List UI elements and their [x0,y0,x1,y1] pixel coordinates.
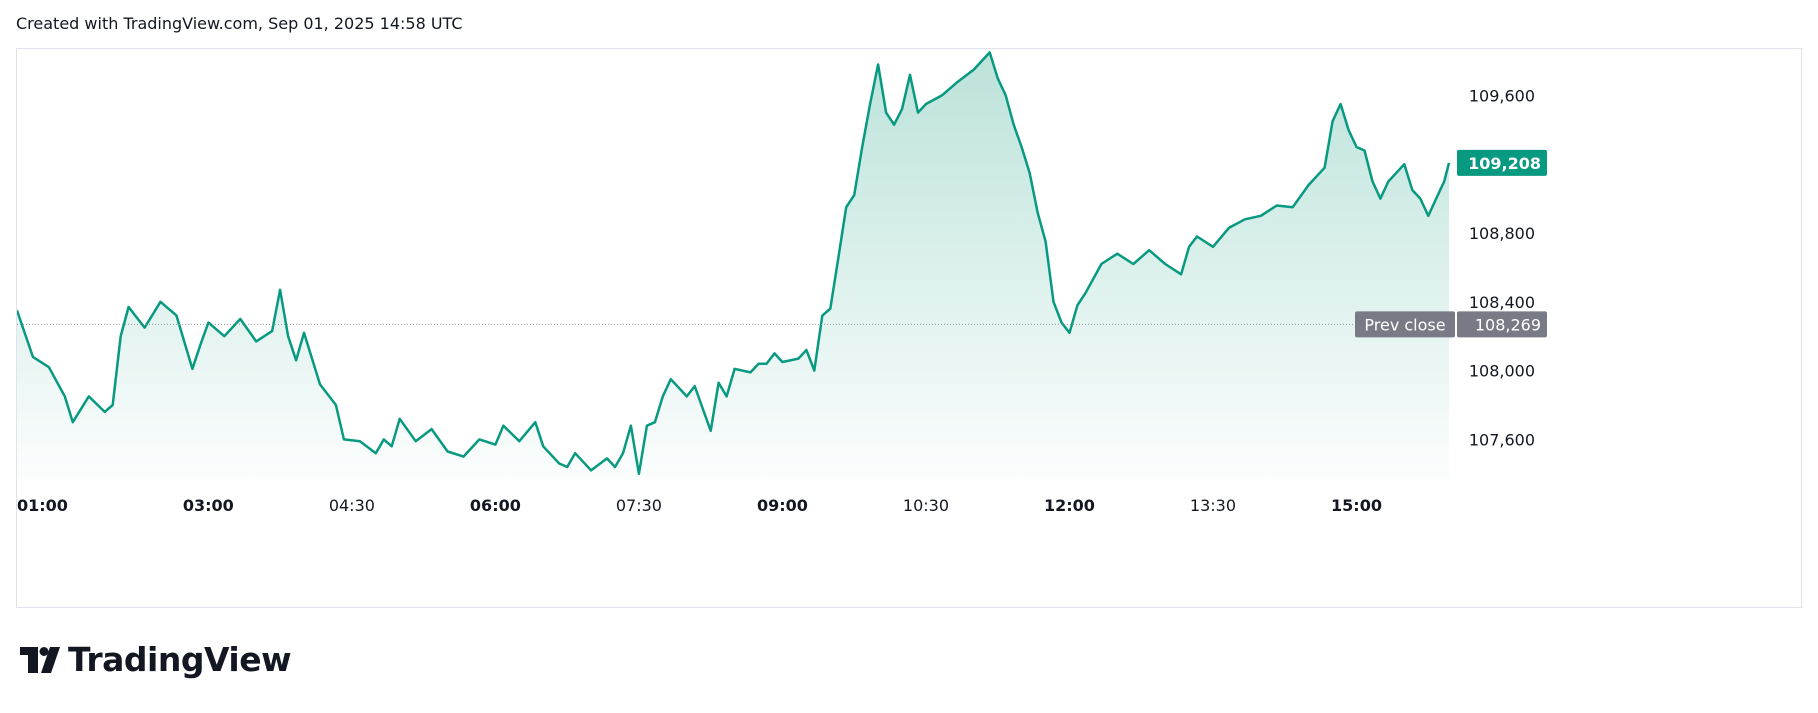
x-tick-label: 10:30 [903,496,949,515]
tradingview-logo-icon [20,646,60,673]
x-tick-label: 04:30 [329,496,375,515]
x-tick-label: 09:00 [757,496,808,515]
x-tick-label: 12:00 [1044,496,1095,515]
y-tick-label: 107,600 [1469,430,1535,449]
chart-caption: Created with TradingView.com, Sep 01, 20… [16,14,463,33]
x-tick-label: 07:30 [616,496,662,515]
x-tick-label: 13:30 [1190,496,1236,515]
time-axis[interactable]: 01:00 03:00 04:30 06:00 07:30 09:00 10:30 12:00… [17,496,1382,515]
prev-close-badge [1355,311,1455,338]
price-labels: 109,208 Prev close 108,269 [1355,149,1547,338]
area-fill-path [17,52,1449,480]
prev-close-value-label: 108,269 [1475,315,1541,334]
price-series [17,51,1451,476]
last-price-badge [1457,149,1547,176]
price-chart[interactable]: 107,600 108,000 108,400 108,800 109,600 01:0… [17,49,1803,609]
y-tick-label: 108,800 [1469,224,1535,243]
tradingview-logo[interactable]: TradingView [20,640,292,679]
y-tick-label: 109,600 [1469,86,1535,105]
x-tick-label: 15:00 [1331,496,1382,515]
price-axis[interactable]: 107,600 108,000 108,400 108,800 109,600 [1469,86,1535,449]
price-line [17,51,1451,476]
x-tick-label: 01:00 [17,496,68,515]
x-tick-label: 06:00 [470,496,521,515]
chart-panel[interactable]: 107,600 108,000 108,400 108,800 109,600 01:0… [16,48,1802,608]
prev-close-label: Prev close [1364,315,1445,334]
x-tick-label: 03:00 [183,496,234,515]
y-tick-label: 108,000 [1469,362,1535,381]
last-price-label: 109,208 [1468,154,1541,173]
y-tick-label: 108,400 [1469,293,1535,312]
brand-name: TradingView [68,640,292,679]
prev-close-value-badge [1457,311,1547,338]
area-fill [17,52,1449,480]
